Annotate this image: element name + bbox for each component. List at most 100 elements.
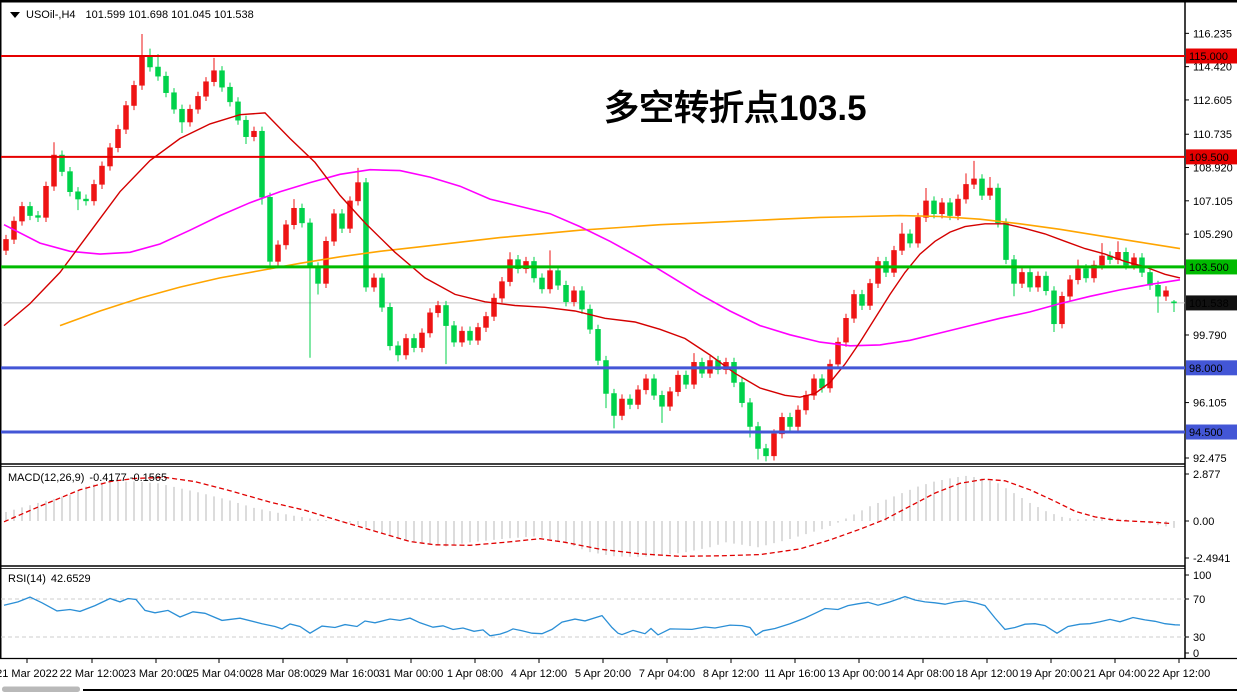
candle[interactable] bbox=[1123, 252, 1129, 266]
candle[interactable] bbox=[243, 119, 249, 137]
candle[interactable] bbox=[123, 105, 129, 130]
candle[interactable] bbox=[603, 360, 609, 394]
candle[interactable] bbox=[395, 345, 401, 356]
candle[interactable] bbox=[771, 433, 777, 457]
candle[interactable] bbox=[987, 187, 993, 196]
candle[interactable] bbox=[891, 250, 897, 273]
candle[interactable] bbox=[147, 55, 153, 68]
candle[interactable] bbox=[403, 338, 409, 356]
candle[interactable] bbox=[1051, 290, 1057, 325]
candle[interactable] bbox=[995, 187, 1001, 224]
candle[interactable] bbox=[235, 101, 241, 121]
candle[interactable] bbox=[379, 277, 385, 308]
candle[interactable] bbox=[907, 233, 913, 244]
candle[interactable] bbox=[675, 374, 681, 392]
candle[interactable] bbox=[619, 398, 625, 416]
candle[interactable] bbox=[1011, 259, 1017, 284]
candle[interactable] bbox=[307, 222, 313, 268]
candle[interactable] bbox=[1131, 257, 1137, 266]
candle[interactable] bbox=[171, 92, 177, 110]
candle[interactable] bbox=[1003, 222, 1009, 260]
candle[interactable] bbox=[283, 224, 289, 246]
candle[interactable] bbox=[763, 448, 769, 457]
candle[interactable] bbox=[203, 81, 209, 97]
candle[interactable] bbox=[835, 341, 841, 365]
candle[interactable] bbox=[1099, 255, 1105, 266]
candle[interactable] bbox=[27, 206, 33, 216]
candle[interactable] bbox=[651, 378, 657, 396]
candle[interactable] bbox=[443, 305, 449, 326]
candle[interactable] bbox=[507, 259, 513, 282]
candle[interactable] bbox=[939, 202, 945, 214]
candle[interactable] bbox=[787, 417, 793, 427]
candle[interactable] bbox=[747, 402, 753, 427]
candle[interactable] bbox=[683, 374, 689, 385]
candle[interactable] bbox=[83, 198, 89, 202]
candle[interactable] bbox=[659, 395, 665, 407]
candle[interactable] bbox=[1083, 268, 1089, 279]
candle[interactable] bbox=[483, 316, 489, 328]
candlestick-layer[interactable] bbox=[3, 33, 1177, 462]
candle[interactable] bbox=[355, 182, 361, 202]
candle[interactable] bbox=[947, 202, 953, 216]
candle[interactable] bbox=[99, 165, 105, 185]
candle[interactable] bbox=[187, 108, 193, 123]
candle[interactable] bbox=[563, 285, 569, 303]
candle[interactable] bbox=[755, 426, 761, 449]
candle[interactable] bbox=[219, 70, 225, 88]
candle[interactable] bbox=[691, 362, 697, 385]
candle[interactable] bbox=[419, 332, 425, 348]
candle[interactable] bbox=[451, 325, 457, 343]
candle[interactable] bbox=[867, 283, 873, 306]
candle[interactable] bbox=[131, 85, 137, 106]
candle[interactable] bbox=[859, 294, 865, 306]
candle[interactable] bbox=[467, 330, 473, 341]
candle[interactable] bbox=[259, 130, 265, 198]
candle[interactable] bbox=[571, 290, 577, 303]
candle[interactable] bbox=[67, 171, 73, 192]
candle[interactable] bbox=[515, 259, 521, 270]
candle[interactable] bbox=[1019, 272, 1025, 284]
candle[interactable] bbox=[499, 281, 505, 299]
candle[interactable] bbox=[523, 261, 529, 270]
candle[interactable] bbox=[51, 154, 57, 187]
candle[interactable] bbox=[803, 395, 809, 411]
candle[interactable] bbox=[979, 178, 985, 196]
candle[interactable] bbox=[251, 130, 257, 137]
rsi-pane[interactable] bbox=[1, 595, 1185, 638]
candle[interactable] bbox=[579, 290, 585, 310]
candle[interactable] bbox=[611, 393, 617, 416]
candle[interactable] bbox=[667, 391, 673, 407]
candle[interactable] bbox=[1091, 264, 1097, 279]
candle[interactable] bbox=[163, 75, 169, 93]
candle[interactable] bbox=[3, 239, 9, 251]
candle[interactable] bbox=[1171, 301, 1177, 304]
candle[interactable] bbox=[1075, 268, 1081, 281]
candle[interactable] bbox=[635, 389, 641, 405]
candle[interactable] bbox=[1059, 296, 1065, 325]
candle[interactable] bbox=[387, 307, 393, 347]
candle[interactable] bbox=[115, 129, 121, 148]
candle[interactable] bbox=[35, 215, 41, 218]
candle[interactable] bbox=[315, 266, 321, 284]
candle[interactable] bbox=[915, 217, 921, 244]
candle[interactable] bbox=[963, 184, 969, 200]
candle[interactable] bbox=[427, 312, 433, 334]
candle[interactable] bbox=[475, 327, 481, 341]
candle[interactable] bbox=[1147, 272, 1153, 286]
candle[interactable] bbox=[1043, 275, 1049, 292]
candle[interactable] bbox=[1027, 272, 1033, 288]
candle[interactable] bbox=[531, 261, 537, 279]
candle[interactable] bbox=[843, 318, 849, 343]
candle[interactable] bbox=[539, 277, 545, 290]
macd-pane[interactable] bbox=[3, 475, 1175, 558]
candle[interactable] bbox=[643, 378, 649, 391]
candle[interactable] bbox=[275, 244, 281, 262]
candle[interactable] bbox=[923, 200, 929, 218]
candle[interactable] bbox=[59, 154, 65, 172]
candle[interactable] bbox=[371, 277, 377, 288]
candle[interactable] bbox=[1163, 290, 1169, 297]
candle[interactable] bbox=[595, 329, 601, 361]
candle[interactable] bbox=[299, 207, 305, 224]
